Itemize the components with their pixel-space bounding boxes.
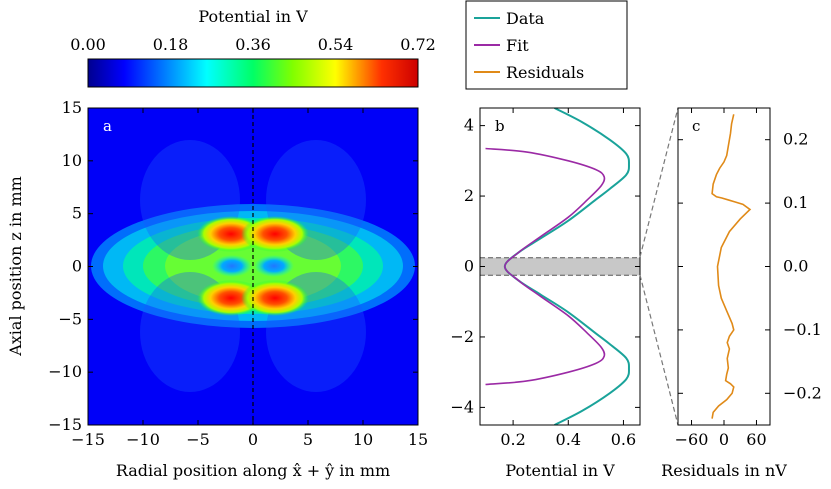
y-tick-label-a: 5 <box>72 204 82 223</box>
heatmap-panel: a −15 −10 −5 0 5 10 15 −15 −10 −5 0 5 10 15 Radial po… <box>6 98 428 480</box>
x-tick-label-b: 0.6 <box>611 430 636 449</box>
y-tick-label-c: −0.2 <box>783 383 822 402</box>
y-tick-label-a: −15 <box>48 415 82 434</box>
y-tick-label-b: 0 <box>464 257 474 276</box>
y-tick-label-b: −4 <box>450 397 474 416</box>
colorbar-tick-label: 0.00 <box>70 35 106 54</box>
x-tick-label-a: −5 <box>186 430 210 449</box>
y-tick-label-b: 2 <box>464 186 474 205</box>
series-line-residuals <box>711 114 752 419</box>
y-tick-label-c: 0.1 <box>783 193 808 212</box>
y-tick-label-a: 10 <box>62 151 82 170</box>
x-tick-label-a: 15 <box>408 430 428 449</box>
legend-label: Fit <box>506 36 529 55</box>
colorbar-label: Potential in V <box>198 7 308 26</box>
residuals-panel: c −60 0 60 −0.2 −0.1 0.0 0.1 0.2 Residuals in n… <box>661 107 822 480</box>
colorbar-tick-label: 0.72 <box>400 35 436 54</box>
x-tick-label-b: 0.4 <box>556 430 581 449</box>
panel-label-c: c <box>692 117 700 135</box>
colorbar-ticks: 0.00 0.18 0.36 0.54 0.72 <box>70 35 436 87</box>
x-tick-label-b: 0.2 <box>500 430 525 449</box>
y-axis-label-a: Axial position z in mm <box>6 176 25 357</box>
x-axis-label-a: Radial position along x̂ + ŷ in mm <box>116 461 390 480</box>
panel-label-b: b <box>495 117 505 135</box>
y-tick-label-a: −5 <box>58 309 82 328</box>
colorbar: Potential in V 0.00 0.18 0.36 0.54 0.72 <box>70 7 436 88</box>
x-tick-label-a: 0 <box>248 430 258 449</box>
field-minima <box>212 255 294 277</box>
colorbar-gradient <box>87 58 419 88</box>
legend-label: Residuals <box>506 63 584 82</box>
colorbar-tick-label: 0.36 <box>235 35 271 54</box>
y-tick-label-b: 4 <box>464 116 474 135</box>
x-axis-label-b: Potential in V <box>505 461 615 480</box>
y-tick-label-c: 0.0 <box>783 257 808 276</box>
zero-band <box>480 257 640 276</box>
colorbar-tick-label: 0.18 <box>153 35 189 54</box>
field-maxima <box>197 216 309 316</box>
y-tick-label-a: −10 <box>48 362 82 381</box>
x-axis-label-c: Residuals in nV <box>661 461 787 480</box>
residuals-frame <box>677 107 771 426</box>
panel-label-a: a <box>103 117 112 135</box>
x-tick-label-a: −15 <box>71 430 105 449</box>
y-tick-label-c: 0.2 <box>783 130 808 149</box>
x-tick-label-c: 0 <box>719 430 729 449</box>
zoom-connector-bottom <box>639 274 679 426</box>
legend-label: Data <box>506 9 545 28</box>
y-tick-label-b: −2 <box>450 327 474 346</box>
y-tick-label-a: 15 <box>62 98 82 117</box>
series-line-fit <box>485 147 606 386</box>
x-tick-label-c: −60 <box>675 430 709 449</box>
x-tick-label-a: −10 <box>126 430 160 449</box>
x-tick-label-c: 60 <box>746 430 766 449</box>
x-tick-label-a: 10 <box>353 430 373 449</box>
x-tick-label-a: 5 <box>303 430 313 449</box>
zoom-connector-top <box>639 107 679 258</box>
legend: Data Fit Residuals <box>465 0 628 90</box>
profile-panel: b 0.2 0.4 0.6 −4 −2 0 2 4 Potential in V <box>450 107 641 480</box>
y-tick-label-a: 0 <box>72 257 82 276</box>
colorbar-tick-label: 0.54 <box>318 35 354 54</box>
y-tick-label-c: −0.1 <box>783 320 822 339</box>
